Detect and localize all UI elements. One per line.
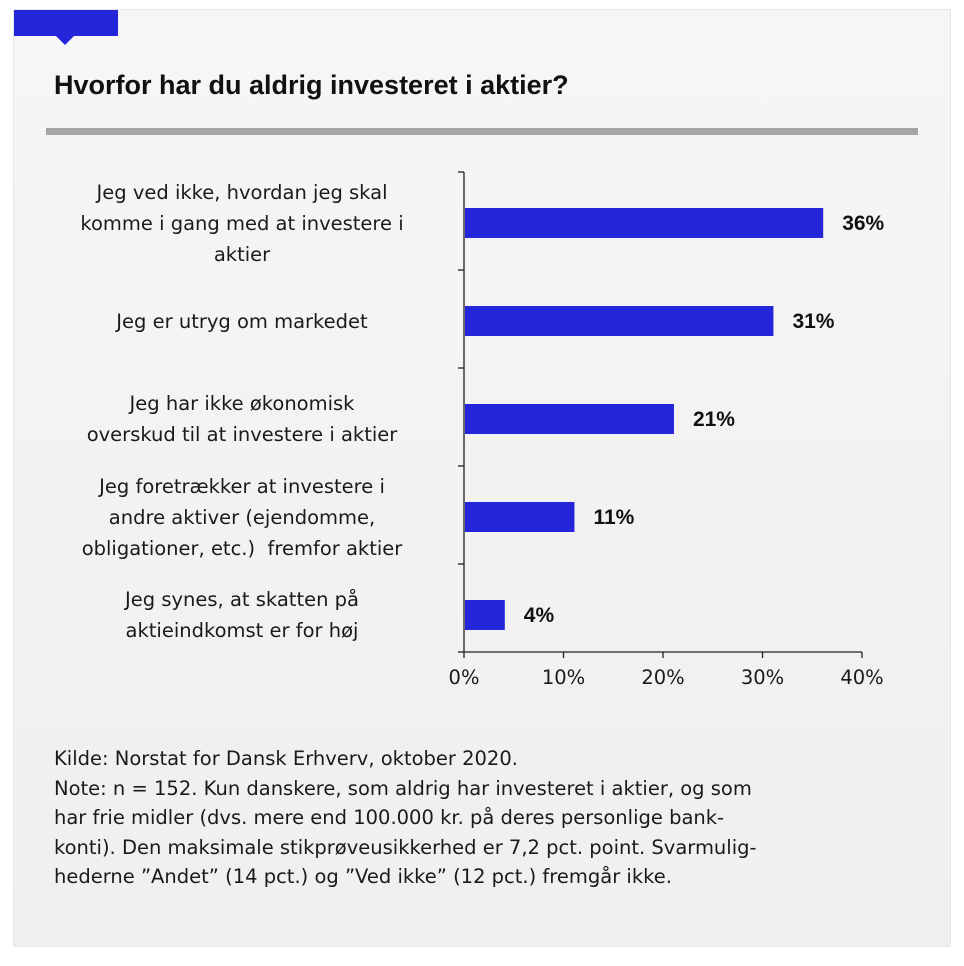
note-line: konti). Den maksimale stikprøveusikkerhe… xyxy=(54,835,757,859)
category-label: Jeg ved ikke, hvordan jeg skal komme i ga… xyxy=(42,177,442,270)
category-label-line: aktier xyxy=(213,242,271,266)
x-tick-label: 30% xyxy=(741,666,784,689)
title-rule xyxy=(46,128,918,135)
category-label: Jeg er utryg om markedet xyxy=(42,306,442,337)
category-label-line: Jeg foretrækker at investere i xyxy=(99,474,385,498)
data-label: 11% xyxy=(593,506,634,529)
category-label: Jeg har ikke økonomisk overskud til at in… xyxy=(42,388,442,450)
x-tick-label: 10% xyxy=(542,666,585,689)
bar xyxy=(465,600,505,630)
bar xyxy=(465,208,824,238)
bar xyxy=(465,306,774,336)
x-tick-label: 40% xyxy=(840,666,883,689)
category-label-line: Jeg synes, at skatten på xyxy=(125,588,359,611)
bar xyxy=(465,404,674,434)
source-line: Kilde: Norstat for Dansk Erhverv, oktobe… xyxy=(54,747,518,770)
bar-chart: Jeg ved ikke, hvordan jeg skal komme i ga… xyxy=(42,171,885,689)
category-label-line: komme i gang med at investere i xyxy=(80,211,404,235)
category-label-line: andre aktiver (ejendomme, xyxy=(108,505,376,529)
data-label: 4% xyxy=(524,604,555,627)
category-label: Jeg foretrækker at investere i andre akti… xyxy=(42,471,442,564)
chart-title: Hvorfor har du aldrig investeret i aktie… xyxy=(54,70,569,100)
note-line: har frie midler (dvs. mere end 100.000 k… xyxy=(54,806,725,829)
category-label-line: aktieindkomst er for høj xyxy=(125,619,359,642)
category-label-line: Jeg er utryg om markedet xyxy=(116,309,368,333)
data-label: 36% xyxy=(842,212,884,235)
category-label-line: Jeg ved ikke, hvordan jeg skal xyxy=(96,180,388,204)
category-label-line: overskud til at investere i aktier xyxy=(86,423,398,446)
source-note: Kilde: Norstat for Dansk Erhverv, oktobe… xyxy=(54,744,914,892)
category-label: Jeg synes, at skatten på aktieindkomst er… xyxy=(42,584,442,646)
bar xyxy=(465,502,575,532)
note-line: Note: n = 152. Kun danskere, som aldrig … xyxy=(54,776,752,800)
note-line: hederne ”Andet” (14 pct.) og ”Ved ikke” … xyxy=(54,865,672,888)
category-label-line: Jeg har ikke økonomisk xyxy=(129,392,355,415)
data-label: 31% xyxy=(792,310,834,333)
data-label: 21% xyxy=(693,408,735,431)
brand-tab-notch xyxy=(56,36,74,45)
chart-panel xyxy=(14,10,950,946)
x-tick-label: 20% xyxy=(641,666,684,689)
chart-svg: 0% 10% 20% 30% 40% 36% 31% 21% 11% 4% xyxy=(449,171,885,689)
category-label-line: obligationer, etc.) fremfor aktier xyxy=(81,536,403,560)
x-tick-label: 0% xyxy=(449,666,480,689)
brand-tab xyxy=(14,10,118,36)
